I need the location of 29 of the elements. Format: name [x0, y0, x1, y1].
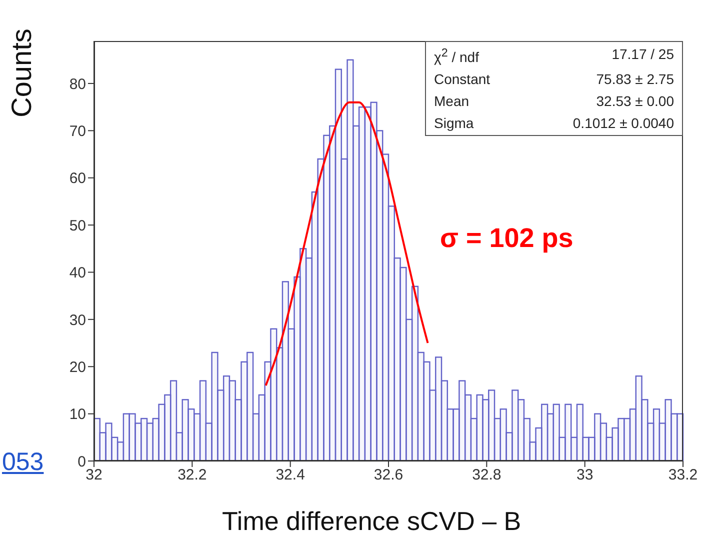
y-tick-label: 30 — [69, 312, 86, 329]
y-tick-label: 70 — [69, 122, 86, 140]
annotation: 32.53 ± 0.00 — [596, 92, 674, 109]
x-axis-title: Time difference sCVD – B — [222, 506, 522, 536]
y-tick-label: 80 — [69, 76, 86, 93]
y-tick-label: 0 — [78, 453, 86, 470]
y-tick-label: 60 — [69, 170, 86, 188]
x-tick-label: 32.2 — [178, 466, 207, 484]
x-tick-label: 33 — [576, 466, 594, 484]
y-tick-label: 10 — [69, 406, 86, 424]
x-tick-label: 32 — [86, 466, 102, 484]
annotation: Constant — [434, 70, 490, 87]
y-axis-title: Counts — [6, 28, 37, 118]
x-tick-label: 32.4 — [276, 466, 305, 484]
annotation: σ = 102 ps — [440, 223, 574, 253]
x-tick-label: 32.8 — [472, 466, 502, 484]
annotation: 75.83 ± 2.75 — [596, 70, 674, 87]
line-series — [264, 101, 429, 386]
y-tick-label: 40 — [69, 264, 86, 282]
annotation: Sigma — [434, 114, 474, 131]
annotation: 17.17 / 25 — [612, 46, 674, 62]
annotation: χ$^{2}$ / ndf — [434, 46, 479, 65]
x-tick-label: 33.2 — [668, 466, 698, 484]
y-tick-label: 50 — [69, 217, 86, 234]
annotation: 0.1012 ± 0.0040 — [572, 114, 674, 131]
y-tick-label: 20 — [69, 358, 86, 376]
text: 053 — [2, 448, 44, 476]
annotation: Mean — [434, 92, 470, 109]
x-tick-label: 32.6 — [374, 466, 404, 484]
